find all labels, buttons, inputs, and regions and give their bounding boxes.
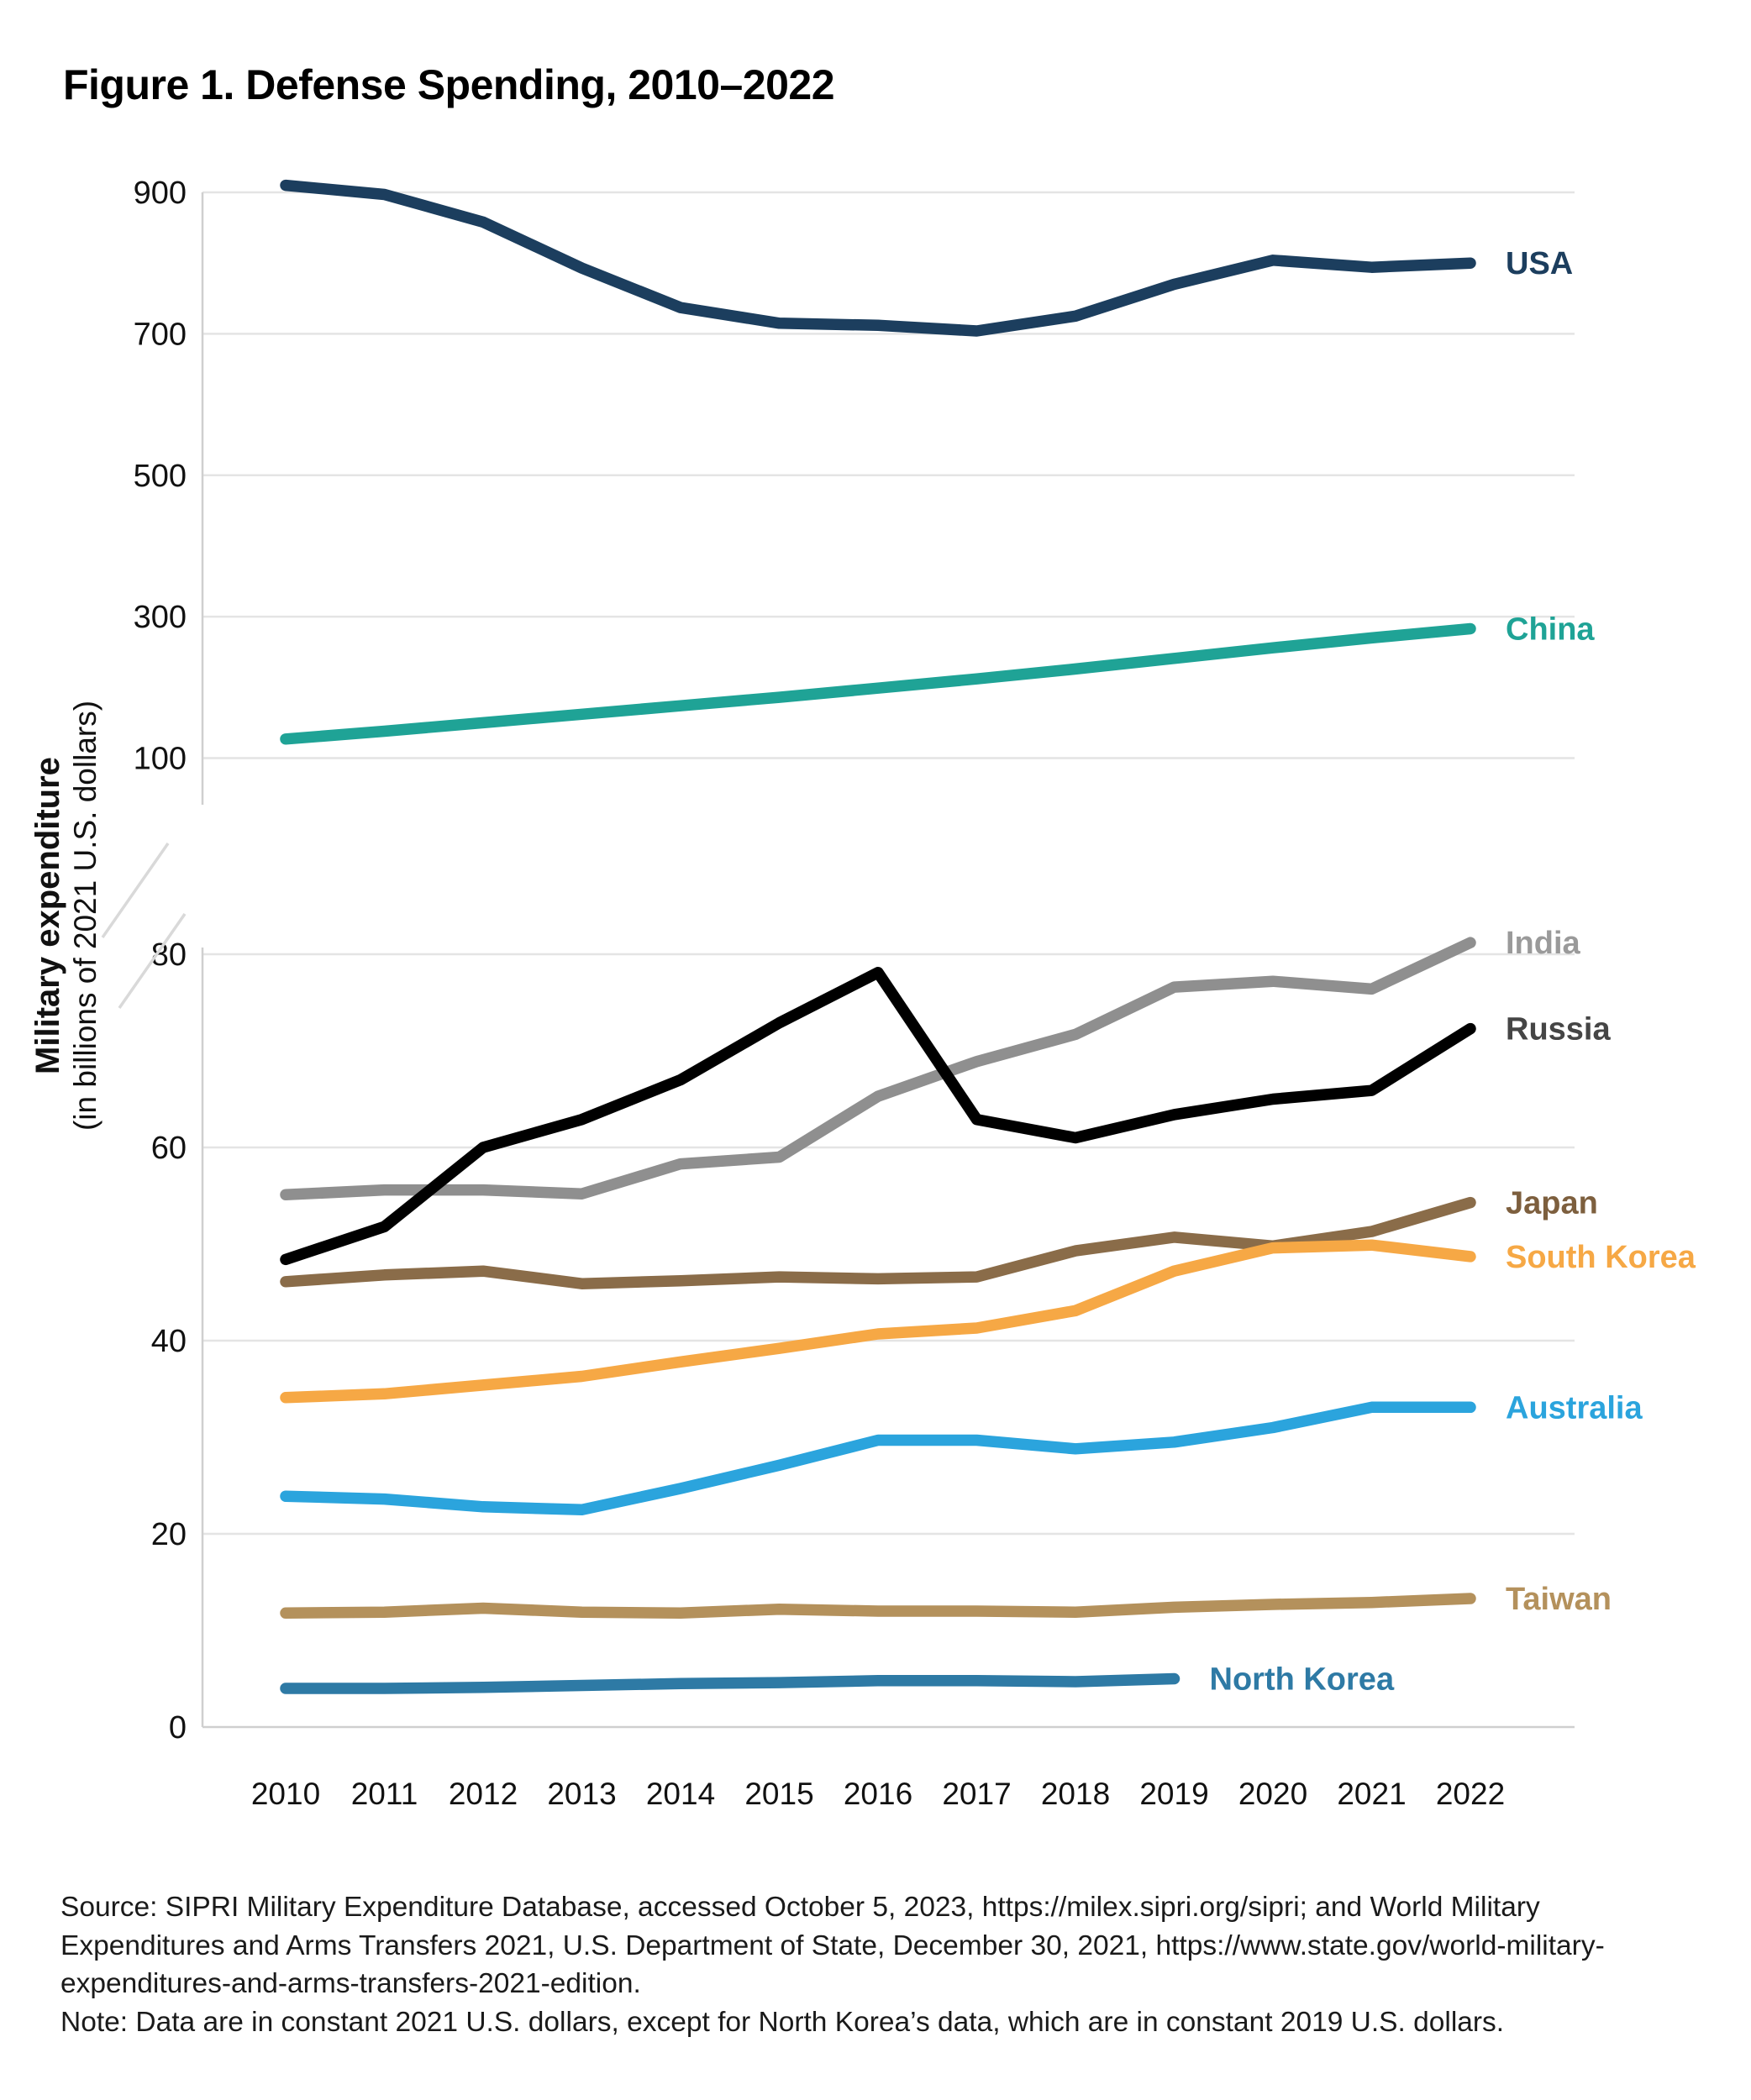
y-tick-label: 20	[151, 1517, 187, 1552]
series-line-north-korea	[280, 1672, 1180, 1694]
x-tick-label: 2010	[251, 1777, 320, 1811]
series-line-south-korea	[280, 1239, 1476, 1404]
note-text: Note: Data are in constant 2021 U.S. dol…	[60, 2006, 1505, 2038]
series-line-china	[280, 622, 1476, 745]
x-tick-label: 2019	[1139, 1777, 1208, 1811]
y-axis-title: Military expenditure	[29, 757, 66, 1074]
series-line-taiwan	[280, 1593, 1476, 1620]
y-tick-label: 0	[169, 1710, 187, 1746]
series-label-taiwan: Taiwan	[1506, 1582, 1612, 1617]
x-tick-label: 2011	[351, 1777, 418, 1811]
y-tick-label: 40	[151, 1324, 187, 1359]
x-tick-label: 2013	[547, 1777, 616, 1811]
series-label-china: China	[1506, 612, 1595, 647]
axis-break-mark	[101, 842, 170, 939]
series-label-russia: Russia	[1506, 1012, 1611, 1047]
series-label-japan: Japan	[1506, 1186, 1598, 1221]
series-label-australia: Australia	[1506, 1390, 1643, 1425]
series-line-russia	[280, 967, 1476, 1266]
figure-title: Figure 1. Defense Spending, 2010–2022	[63, 61, 835, 108]
y-tick-label: 900	[134, 176, 187, 211]
x-tick-label: 2017	[942, 1777, 1011, 1811]
y-tick-label: 100	[134, 742, 187, 777]
x-tick-label: 2015	[744, 1777, 813, 1811]
axis-break-mark	[118, 912, 187, 1010]
series-label-north-korea: North Korea	[1210, 1662, 1395, 1698]
x-tick-label: 2021	[1337, 1777, 1406, 1811]
series-label-south-korea: South Korea	[1506, 1240, 1696, 1275]
series-label-usa: USA	[1506, 246, 1573, 281]
y-tick-label: 500	[134, 459, 187, 494]
series-label-india: India	[1506, 926, 1581, 961]
x-tick-label: 2016	[844, 1777, 912, 1811]
x-tick-label: 2018	[1041, 1777, 1110, 1811]
series-line-australia	[280, 1401, 1476, 1516]
line-chart: 900 700 500 300 100 80 60 40 20 0 2010 2011 2012 2013…	[29, 176, 1696, 1811]
x-tick-label: 2012	[449, 1777, 518, 1811]
source-text: Source: SIPRI Military Expenditure Datab…	[60, 1892, 1605, 2000]
y-tick-label: 300	[134, 600, 187, 635]
x-tick-label: 2020	[1238, 1777, 1307, 1811]
x-tick-label: 2014	[646, 1777, 715, 1811]
x-tick-label: 2022	[1436, 1777, 1505, 1811]
series-line-usa	[280, 179, 1476, 337]
y-tick-label: 60	[151, 1131, 187, 1166]
series-line-india	[280, 937, 1476, 1201]
y-tick-label: 700	[134, 317, 187, 352]
figure-footer: Source: SIPRI Military Expenditure Datab…	[60, 1888, 1707, 2041]
y-axis-subtitle: (in billions of 2021 U.S. dollars)	[68, 701, 103, 1131]
